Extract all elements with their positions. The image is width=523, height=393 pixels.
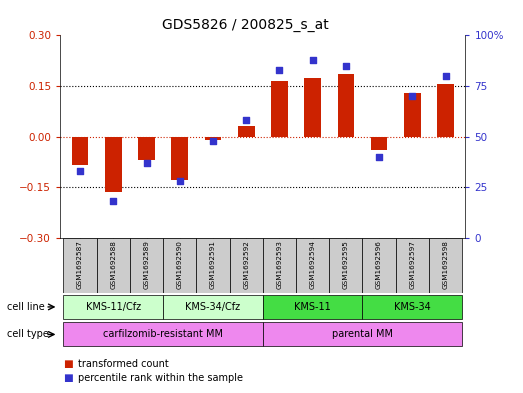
Point — [342, 62, 350, 69]
Bar — [263, 322, 462, 347]
Text: carfilzomib-resistant MM: carfilzomib-resistant MM — [103, 329, 223, 340]
Bar — [396, 238, 429, 293]
Text: GSM1692591: GSM1692591 — [210, 240, 216, 288]
Text: KMS-11: KMS-11 — [294, 302, 331, 312]
Bar — [63, 322, 263, 347]
Text: ■: ■ — [63, 358, 73, 369]
Text: GSM1692590: GSM1692590 — [177, 240, 183, 288]
Point — [142, 160, 151, 166]
Bar — [371, 136, 388, 150]
Bar — [230, 238, 263, 293]
Point — [176, 178, 184, 184]
Bar — [329, 238, 362, 293]
Point — [242, 117, 251, 123]
Point — [441, 73, 450, 79]
Bar — [163, 238, 196, 293]
Point — [76, 168, 84, 174]
Bar — [437, 84, 454, 136]
Point — [408, 93, 416, 99]
Text: GSM1692595: GSM1692595 — [343, 240, 349, 288]
Text: GSM1692597: GSM1692597 — [410, 240, 415, 288]
Point — [109, 198, 118, 204]
Text: GSM1692587: GSM1692587 — [77, 240, 83, 288]
Text: percentile rank within the sample: percentile rank within the sample — [78, 373, 243, 384]
Bar — [296, 238, 329, 293]
Bar — [271, 81, 288, 136]
Bar — [362, 295, 462, 319]
Bar — [337, 74, 354, 136]
Bar — [97, 238, 130, 293]
Bar — [263, 295, 362, 319]
Bar — [63, 238, 97, 293]
Text: KMS-34/Cfz: KMS-34/Cfz — [186, 302, 241, 312]
Point — [375, 154, 383, 160]
Text: GSM1692596: GSM1692596 — [376, 240, 382, 288]
Point — [275, 67, 283, 73]
Bar — [163, 295, 263, 319]
Text: transformed count: transformed count — [78, 358, 169, 369]
Point — [209, 138, 217, 144]
Bar — [138, 136, 155, 160]
Text: cell line: cell line — [7, 302, 44, 312]
Text: cell type: cell type — [7, 329, 49, 340]
Text: KMS-11/Cfz: KMS-11/Cfz — [86, 302, 141, 312]
Text: parental MM: parental MM — [332, 329, 393, 340]
Bar — [263, 238, 296, 293]
Point — [309, 57, 317, 63]
Bar — [362, 238, 396, 293]
Bar — [105, 136, 122, 192]
Text: GSM1692589: GSM1692589 — [143, 240, 150, 288]
Text: ■: ■ — [63, 373, 73, 384]
Text: GSM1692592: GSM1692592 — [243, 240, 249, 288]
Text: GSM1692598: GSM1692598 — [442, 240, 449, 288]
Bar — [429, 238, 462, 293]
Bar — [130, 238, 163, 293]
Bar — [196, 238, 230, 293]
Bar — [204, 136, 221, 140]
Bar — [172, 136, 188, 180]
Text: GSM1692594: GSM1692594 — [310, 240, 316, 288]
Bar — [63, 295, 163, 319]
Text: KMS-34: KMS-34 — [394, 302, 430, 312]
Bar — [72, 136, 88, 165]
Bar — [238, 127, 255, 136]
Bar — [404, 93, 420, 136]
Text: GSM1692593: GSM1692593 — [277, 240, 282, 288]
Bar — [304, 77, 321, 136]
Text: GSM1692588: GSM1692588 — [110, 240, 116, 288]
Text: GDS5826 / 200825_s_at: GDS5826 / 200825_s_at — [163, 18, 329, 32]
